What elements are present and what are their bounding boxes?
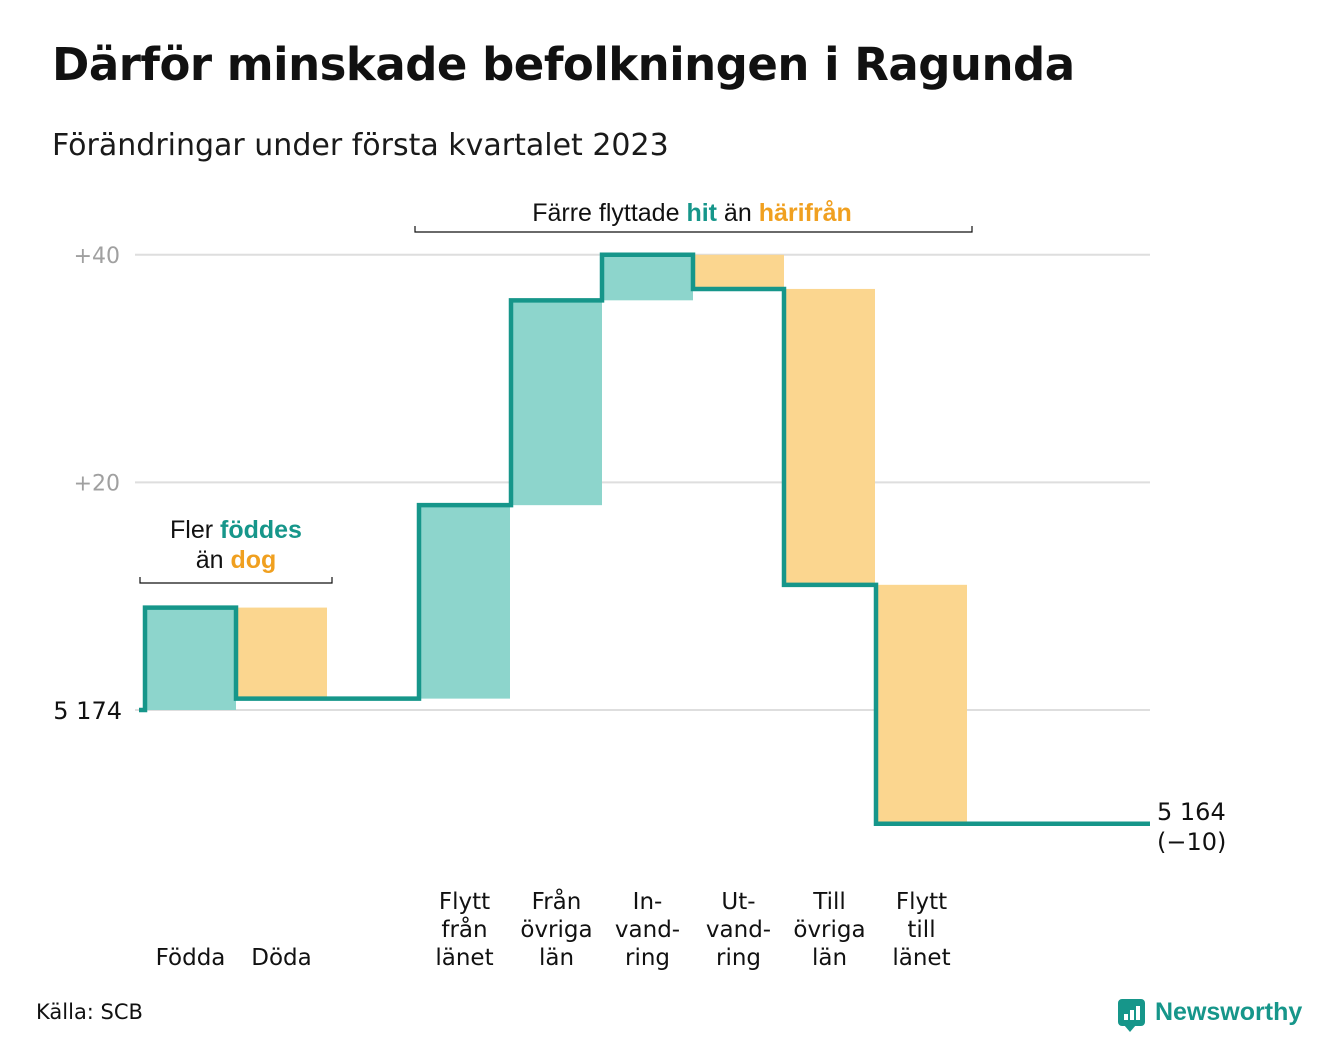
category-label: Flytt [896,889,947,915]
annotation-text-part: föddes [220,516,302,544]
annotation-text-part: Fler [170,516,220,544]
category-label: från [441,915,487,943]
category-label: Flytt [439,889,490,915]
annotation-text-part: dog [230,546,276,574]
category-label: till [907,917,935,943]
category-label: Från [532,887,582,915]
bar-5 [693,254,784,289]
category-label: Födda [156,945,226,971]
annotation-text-part: än [196,546,231,574]
bar-4 [602,254,693,301]
bar-0 [145,607,236,710]
chart-subtitle: Förändringar under första kvartalet 2023 [52,128,669,163]
category-label: vand- [615,917,680,943]
y-tick-label: +40 [74,244,120,269]
brand-logo[interactable]: Newsworthy [1118,994,1303,1032]
end-value-label: 5 164 [1157,798,1226,826]
category-label: Till [812,889,846,915]
start-value-label: 5 174 [53,697,122,725]
annotation-1-line: än dog [196,546,277,574]
annotation-text-part: Färre flyttade [532,199,686,227]
bar-chart-icon [1118,998,1145,1032]
y-tick-label: +20 [74,471,120,496]
category-label: Ut- [721,889,755,915]
category-label: In- [633,889,663,915]
category-label: län [812,945,847,971]
end-change-label: (−10) [1157,828,1226,856]
bar-3 [511,300,602,506]
bar-6 [784,288,875,585]
annotation-1-bracket [139,577,333,584]
category-label: vand- [706,917,771,943]
annotation-text-part: härifrån [759,199,852,227]
annotation-text-part: än [717,199,759,227]
category-label: ring [625,945,670,971]
annotation-2-bracket [414,226,973,233]
annotation-2-line: Färre flyttade hit än härifrån [532,199,852,227]
source-note: Källa: SCB [36,1000,143,1024]
category-label: övriga [520,917,592,943]
bar-7 [876,584,967,824]
category-label: Döda [251,945,311,971]
category-label: ring [716,945,761,971]
brand-name: Newsworthy [1155,997,1303,1026]
category-label: övriga [793,917,865,943]
bar-1 [236,607,327,699]
annotation-text-part: hit [686,199,717,227]
cumulative-step-line [139,252,1150,827]
category-label: län [539,945,574,971]
chart-title: Därför minskade befolkningen i Ragunda [52,38,1075,91]
bar-2 [419,505,510,699]
category-label: länet [892,945,950,971]
annotation-1-line: Fler föddes [170,516,302,544]
category-label: länet [435,945,493,971]
